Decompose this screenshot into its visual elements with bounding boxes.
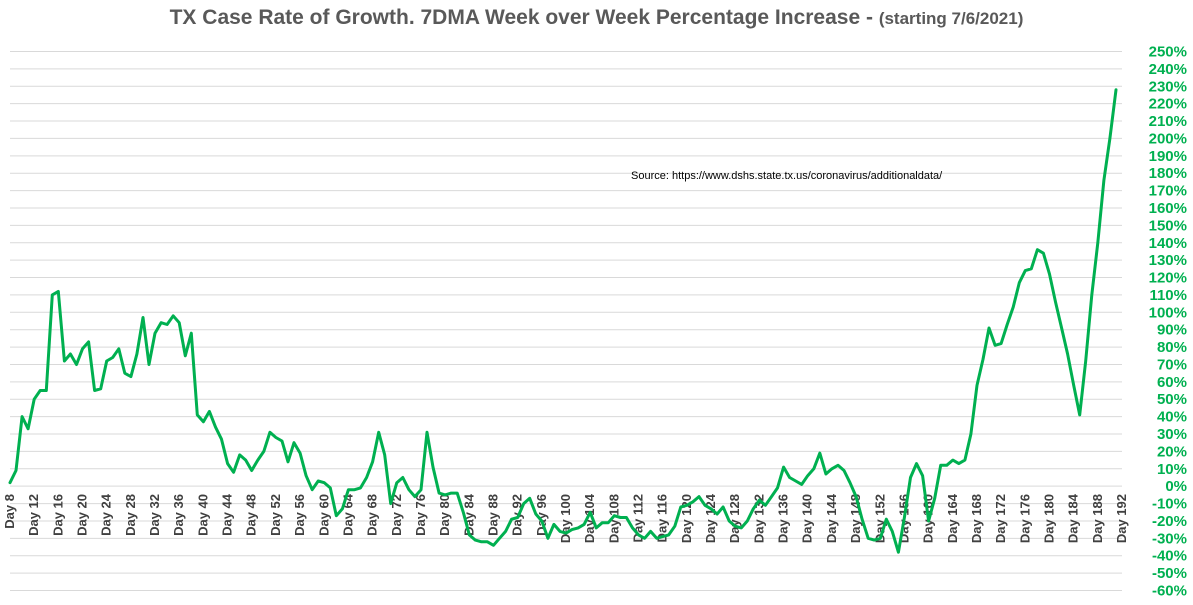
x-tick-label: Day 108 <box>606 494 621 543</box>
y-tick-label: 150% <box>1149 217 1187 234</box>
y-tick-label: 130% <box>1149 252 1187 269</box>
y-tick-label: 100% <box>1149 304 1187 321</box>
y-tick-label: 70% <box>1157 356 1187 373</box>
y-tick-label: 170% <box>1149 183 1187 200</box>
y-tick-label: 20% <box>1157 443 1187 460</box>
x-axis-tick-labels: Day 8 Day 12 Day 16 Day 20 Day 24 Day 28 Day 3… <box>2 493 1129 543</box>
series-line <box>8 88 1118 554</box>
chart-title: TX Case Rate of Growth. 7DMA Week over W… <box>0 6 1193 30</box>
gridlines <box>10 51 1122 591</box>
x-tick-label: Day 36 <box>171 494 186 536</box>
x-tick-label: Day 140 <box>800 494 815 543</box>
x-tick-label: Day 56 <box>292 494 307 536</box>
x-tick-label: Day 100 <box>558 494 573 543</box>
data-series <box>8 88 1118 554</box>
y-tick-label: 90% <box>1157 322 1187 339</box>
x-tick-label: Day 52 <box>268 494 283 536</box>
x-tick-label: Day 24 <box>99 493 114 536</box>
x-tick-label: Day 128 <box>727 494 742 543</box>
x-tick-label: Day 64 <box>340 493 355 536</box>
x-tick-label: Day 8 <box>2 494 17 529</box>
y-tick-label: -50% <box>1152 565 1187 582</box>
x-tick-label: Day 84 <box>461 493 476 536</box>
y-tick-label: 40% <box>1157 409 1187 426</box>
x-tick-label: Day 172 <box>993 494 1008 543</box>
y-tick-label: -10% <box>1152 496 1187 513</box>
chart-title-suffix: (starting 7/6/2021) <box>878 9 1024 28</box>
y-tick-label: 0% <box>1165 478 1187 495</box>
y-tick-label: 30% <box>1157 426 1187 443</box>
x-tick-label: Day 80 <box>437 494 452 536</box>
y-tick-label: 80% <box>1157 339 1187 356</box>
x-tick-label: Day 76 <box>413 494 428 536</box>
x-tick-label: Day 136 <box>776 494 791 543</box>
y-tick-label: -20% <box>1152 513 1187 530</box>
x-tick-label: Day 32 <box>147 494 162 536</box>
x-tick-label: Day 116 <box>655 494 670 542</box>
x-tick-label: Day 68 <box>365 494 380 536</box>
x-tick-label: Day 104 <box>582 493 597 543</box>
source-note: Source: https://www.dshs.state.tx.us/cor… <box>631 170 943 182</box>
y-tick-label: 140% <box>1149 235 1187 252</box>
x-tick-label: Day 168 <box>969 494 984 543</box>
x-tick-label: Day 184 <box>1066 493 1081 543</box>
x-tick-label: Day 60 <box>316 494 331 536</box>
y-tick-label: 160% <box>1149 200 1187 217</box>
y-tick-label: 230% <box>1149 78 1187 95</box>
x-tick-label: Day 88 <box>485 494 500 536</box>
y-tick-label: -40% <box>1152 548 1187 565</box>
y-tick-label: 220% <box>1149 96 1187 113</box>
x-tick-label: Day 124 <box>703 493 718 543</box>
y-tick-label: 200% <box>1149 130 1187 147</box>
x-tick-label: Day 176 <box>1017 494 1032 543</box>
x-tick-label: Day 20 <box>75 494 90 536</box>
y-tick-label: 180% <box>1149 165 1187 182</box>
y-tick-label: 110% <box>1149 287 1187 304</box>
x-tick-label: Day 40 <box>195 494 210 536</box>
x-tick-label: Day 92 <box>510 494 525 536</box>
y-tick-label: 210% <box>1149 113 1187 130</box>
y-axis-tick-labels: 250%240%230%220%210%200%190%180%170%160%… <box>1149 44 1187 600</box>
x-tick-label: Day 164 <box>945 493 960 543</box>
x-tick-label: Day 44 <box>220 493 235 536</box>
x-tick-label: Day 28 <box>123 494 138 536</box>
y-tick-label: -60% <box>1152 583 1187 600</box>
y-tick-label: -30% <box>1152 530 1187 547</box>
x-tick-label: Day 72 <box>389 494 404 536</box>
x-tick-label: Day 48 <box>244 494 259 536</box>
x-tick-label: Day 96 <box>534 494 549 536</box>
x-tick-label: Day 188 <box>1090 494 1105 543</box>
y-tick-label: 190% <box>1149 148 1187 165</box>
x-tick-label: Day 192 <box>1114 494 1129 543</box>
y-tick-label: 250% <box>1149 44 1187 61</box>
y-tick-label: 240% <box>1149 61 1187 78</box>
x-tick-label: Day 12 <box>26 494 41 536</box>
x-tick-label: Day 144 <box>824 493 839 543</box>
chart-title-main: TX Case Rate of Growth. 7DMA Week over W… <box>169 6 879 29</box>
y-tick-label: 120% <box>1149 270 1187 287</box>
y-tick-label: 50% <box>1157 391 1187 408</box>
x-tick-label: Day 180 <box>1041 494 1056 543</box>
y-tick-label: 60% <box>1157 374 1187 391</box>
y-tick-label: 10% <box>1157 461 1187 478</box>
x-tick-label: Day 16 <box>50 494 65 536</box>
